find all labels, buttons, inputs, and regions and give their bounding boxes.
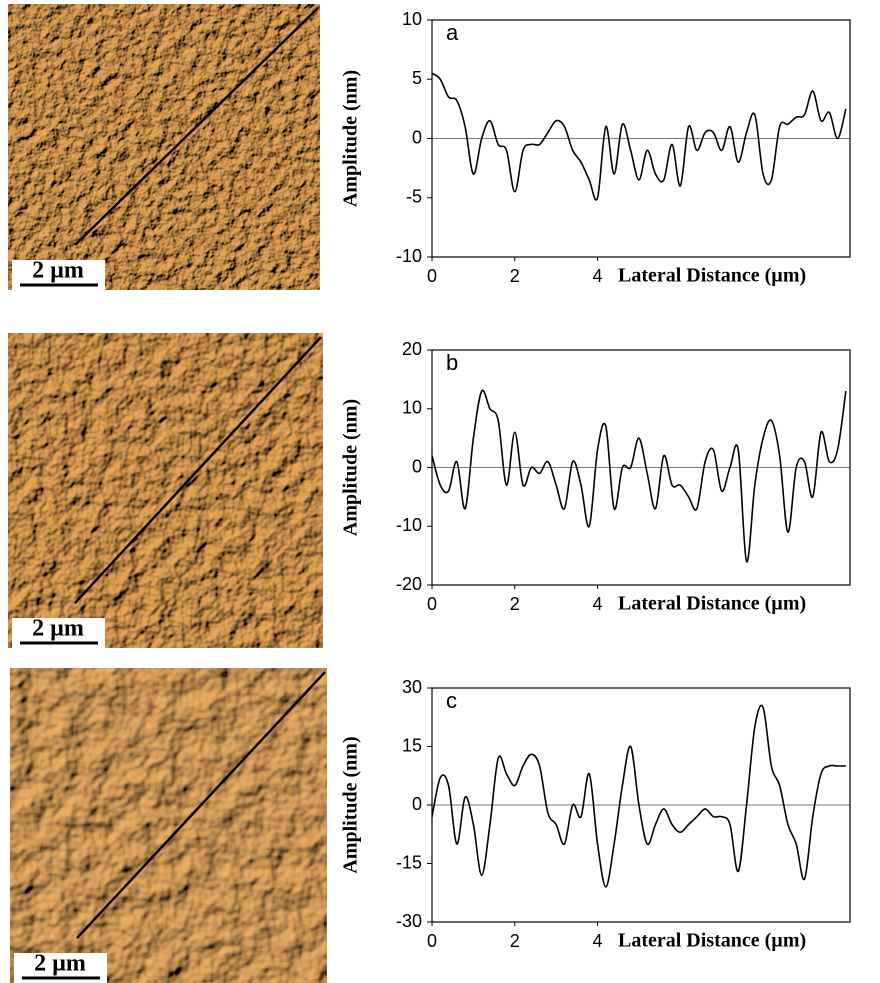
y-axis-label: Amplitude (nm) bbox=[340, 399, 362, 536]
y-tick-label: 0 bbox=[412, 127, 422, 147]
x-tick-label: 2 bbox=[510, 931, 520, 951]
panel-label: b bbox=[446, 350, 458, 375]
scale-bar-label: 2 µm bbox=[32, 258, 84, 284]
scale-bar-label: 2 µm bbox=[34, 951, 86, 977]
y-axis-label: Amplitude (nm) bbox=[340, 736, 362, 873]
x-tick-label: 0 bbox=[427, 931, 437, 951]
y-tick-label: 20 bbox=[402, 339, 422, 359]
afm-image-texture bbox=[8, 4, 320, 290]
x-tick-label: 0 bbox=[427, 594, 437, 614]
afm-image-texture bbox=[10, 668, 327, 983]
y-tick-label: -5 bbox=[406, 187, 422, 207]
x-tick-label: 4 bbox=[593, 594, 603, 614]
y-tick-label: 5 bbox=[412, 68, 422, 88]
section-line bbox=[76, 671, 326, 939]
panel-label: c bbox=[446, 688, 457, 713]
x-tick-label: 4 bbox=[593, 266, 603, 286]
plot-frame bbox=[431, 19, 851, 258]
y-tick-label: -15 bbox=[396, 852, 422, 872]
y-axis-label: Amplitude (nm) bbox=[340, 70, 362, 207]
y-tick-label: 0 bbox=[412, 794, 422, 814]
x-axis-label: Lateral Distance (µm) bbox=[618, 593, 806, 615]
panel-label: a bbox=[446, 20, 459, 45]
profile-line bbox=[431, 72, 847, 201]
y-tick-label: 10 bbox=[402, 9, 422, 29]
plot-frame bbox=[431, 349, 851, 586]
y-tick-label: -30 bbox=[396, 911, 422, 931]
x-axis-label: Lateral Distance (µm) bbox=[618, 265, 806, 287]
y-tick-label: -10 bbox=[396, 246, 422, 266]
profile-line bbox=[431, 704, 846, 888]
x-axis-label: Lateral Distance (µm) bbox=[618, 930, 806, 952]
plot-frame bbox=[431, 687, 851, 923]
section-line bbox=[74, 336, 322, 604]
afm-image-texture bbox=[8, 333, 323, 648]
x-tick-label: 4 bbox=[593, 931, 603, 951]
y-tick-label: -20 bbox=[396, 574, 422, 594]
x-tick-label: 2 bbox=[510, 266, 520, 286]
y-tick-label: 0 bbox=[412, 456, 422, 476]
x-tick-label: 0 bbox=[427, 266, 437, 286]
x-tick-label: 2 bbox=[510, 594, 520, 614]
y-tick-label: -10 bbox=[396, 515, 422, 535]
section-line bbox=[74, 7, 319, 246]
y-tick-label: 10 bbox=[402, 398, 422, 418]
profile-line bbox=[431, 389, 847, 563]
scale-bar-label: 2 µm bbox=[32, 616, 84, 642]
y-tick-label: 30 bbox=[402, 677, 422, 697]
y-tick-label: 15 bbox=[402, 735, 422, 755]
